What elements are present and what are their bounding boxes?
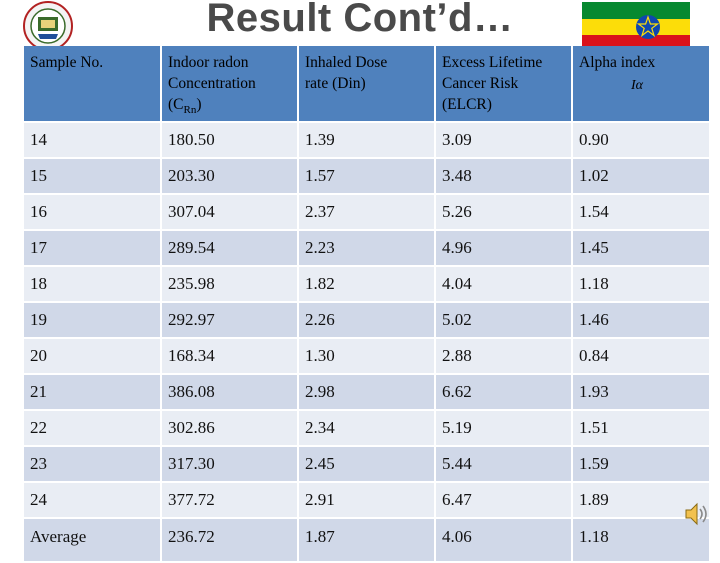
- cell-dose: 2.23: [298, 230, 436, 267]
- cell-sample-no: 14: [24, 122, 162, 159]
- header-alpha-line1: Alpha index: [579, 54, 656, 71]
- header-sample-no: Sample No.: [24, 46, 162, 123]
- cell-dose: 2.34: [298, 410, 436, 447]
- header-elcr-line3: (ELCR): [442, 96, 492, 113]
- cell-radon: 307.04: [161, 194, 299, 231]
- table-row: 19 292.97 2.26 5.02 1.46: [24, 302, 711, 339]
- cell-alpha: 1.93: [572, 374, 711, 411]
- average-dose: 1.87: [298, 518, 436, 563]
- cell-radon: 180.50: [161, 122, 299, 159]
- cell-elcr: 5.44: [435, 446, 573, 483]
- cell-dose: 2.98: [298, 374, 436, 411]
- table-row: 23 317.30 2.45 5.44 1.59: [24, 446, 711, 483]
- slide-title: Result Cont’d…: [206, 0, 514, 40]
- header-elcr-line2: Cancer Risk: [442, 75, 519, 92]
- table-row: 20 168.34 1.30 2.88 0.84: [24, 338, 711, 375]
- cell-alpha: 1.18: [572, 266, 711, 303]
- cell-radon: 203.30: [161, 158, 299, 195]
- cell-dose: 2.37: [298, 194, 436, 231]
- table-row: 16 307.04 2.37 5.26 1.54: [24, 194, 711, 231]
- cell-elcr: 5.19: [435, 410, 573, 447]
- speaker-icon[interactable]: [684, 500, 710, 528]
- cell-radon: 377.72: [161, 482, 299, 519]
- cell-elcr: 6.47: [435, 482, 573, 519]
- cell-sample-no: 15: [24, 158, 162, 195]
- cell-dose: 2.26: [298, 302, 436, 339]
- table-row: 14 180.50 1.39 3.09 0.90: [24, 122, 711, 159]
- header-alpha-symbol: Iα: [630, 78, 643, 93]
- cell-alpha: 1.46: [572, 302, 711, 339]
- header-elcr-line1: Excess Lifetime: [442, 54, 543, 71]
- cell-sample-no: 21: [24, 374, 162, 411]
- header-dose-line1: Inhaled Dose: [305, 54, 388, 71]
- average-elcr: 4.06: [435, 518, 573, 563]
- header-alpha-index: Alpha index Iα: [572, 46, 711, 123]
- cell-alpha: 1.54: [572, 194, 711, 231]
- cell-sample-no: 17: [24, 230, 162, 267]
- cell-elcr: 2.88: [435, 338, 573, 375]
- cell-elcr: 6.62: [435, 374, 573, 411]
- cell-elcr: 3.48: [435, 158, 573, 195]
- cell-sample-no: 18: [24, 266, 162, 303]
- cell-sample-no: 22: [24, 410, 162, 447]
- cell-radon: 317.30: [161, 446, 299, 483]
- header-inhaled-dose: Inhaled Dose rate (Din): [298, 46, 436, 123]
- header-radon-line3-post: ): [196, 96, 202, 113]
- cell-dose: 1.57: [298, 158, 436, 195]
- cell-alpha: 0.90: [572, 122, 711, 159]
- cell-radon: 386.08: [161, 374, 299, 411]
- header-dose-line2: rate (Din): [305, 75, 366, 92]
- cell-alpha: 1.45: [572, 230, 711, 267]
- cell-dose: 2.45: [298, 446, 436, 483]
- table-header-row: Sample No. Indoor radon Concentration (C…: [24, 46, 711, 123]
- cell-sample-no: 19: [24, 302, 162, 339]
- header-radon-line2: Concentration: [168, 75, 256, 92]
- cell-elcr: 3.09: [435, 122, 573, 159]
- cell-radon: 292.97: [161, 302, 299, 339]
- table-row: 15 203.30 1.57 3.48 1.02: [24, 158, 711, 195]
- cell-sample-no: 23: [24, 446, 162, 483]
- header-sample-label: Sample No.: [30, 54, 104, 71]
- table-row: 17 289.54 2.23 4.96 1.45: [24, 230, 711, 267]
- table-average-row: Average 236.72 1.87 4.06 1.18: [24, 518, 711, 563]
- cell-sample-no: 24: [24, 482, 162, 519]
- cell-dose: 1.82: [298, 266, 436, 303]
- cell-radon: 289.54: [161, 230, 299, 267]
- cell-radon: 168.34: [161, 338, 299, 375]
- cell-radon: 302.86: [161, 410, 299, 447]
- cell-sample-no: 20: [24, 338, 162, 375]
- header-radon-concentration: Indoor radon Concentration (CRn): [161, 46, 299, 123]
- header-radon-line1: Indoor radon: [168, 54, 249, 71]
- table-row: 21 386.08 2.98 6.62 1.93: [24, 374, 711, 411]
- table-row: 18 235.98 1.82 4.04 1.18: [24, 266, 711, 303]
- cell-sample-no: 16: [24, 194, 162, 231]
- header-elcr: Excess Lifetime Cancer Risk (ELCR): [435, 46, 573, 123]
- cell-alpha: 1.59: [572, 446, 711, 483]
- cell-elcr: 4.04: [435, 266, 573, 303]
- header-radon-subscript: Rn: [183, 104, 197, 116]
- table-row: 22 302.86 2.34 5.19 1.51: [24, 410, 711, 447]
- cell-dose: 1.30: [298, 338, 436, 375]
- cell-alpha: 0.84: [572, 338, 711, 375]
- cell-elcr: 5.02: [435, 302, 573, 339]
- header-radon-line3-pre: (C: [168, 96, 184, 113]
- table-row: 24 377.72 2.91 6.47 1.89: [24, 482, 711, 519]
- cell-alpha: 1.51: [572, 410, 711, 447]
- results-table: Sample No. Indoor radon Concentration (C…: [24, 46, 711, 563]
- university-seal-icon: [18, 0, 78, 52]
- average-radon: 236.72: [161, 518, 299, 563]
- average-label: Average: [24, 518, 162, 563]
- cell-dose: 2.91: [298, 482, 436, 519]
- cell-radon: 235.98: [161, 266, 299, 303]
- cell-elcr: 4.96: [435, 230, 573, 267]
- cell-dose: 1.39: [298, 122, 436, 159]
- cell-elcr: 5.26: [435, 194, 573, 231]
- cell-alpha: 1.02: [572, 158, 711, 195]
- ethiopian-flag-icon: [582, 2, 690, 52]
